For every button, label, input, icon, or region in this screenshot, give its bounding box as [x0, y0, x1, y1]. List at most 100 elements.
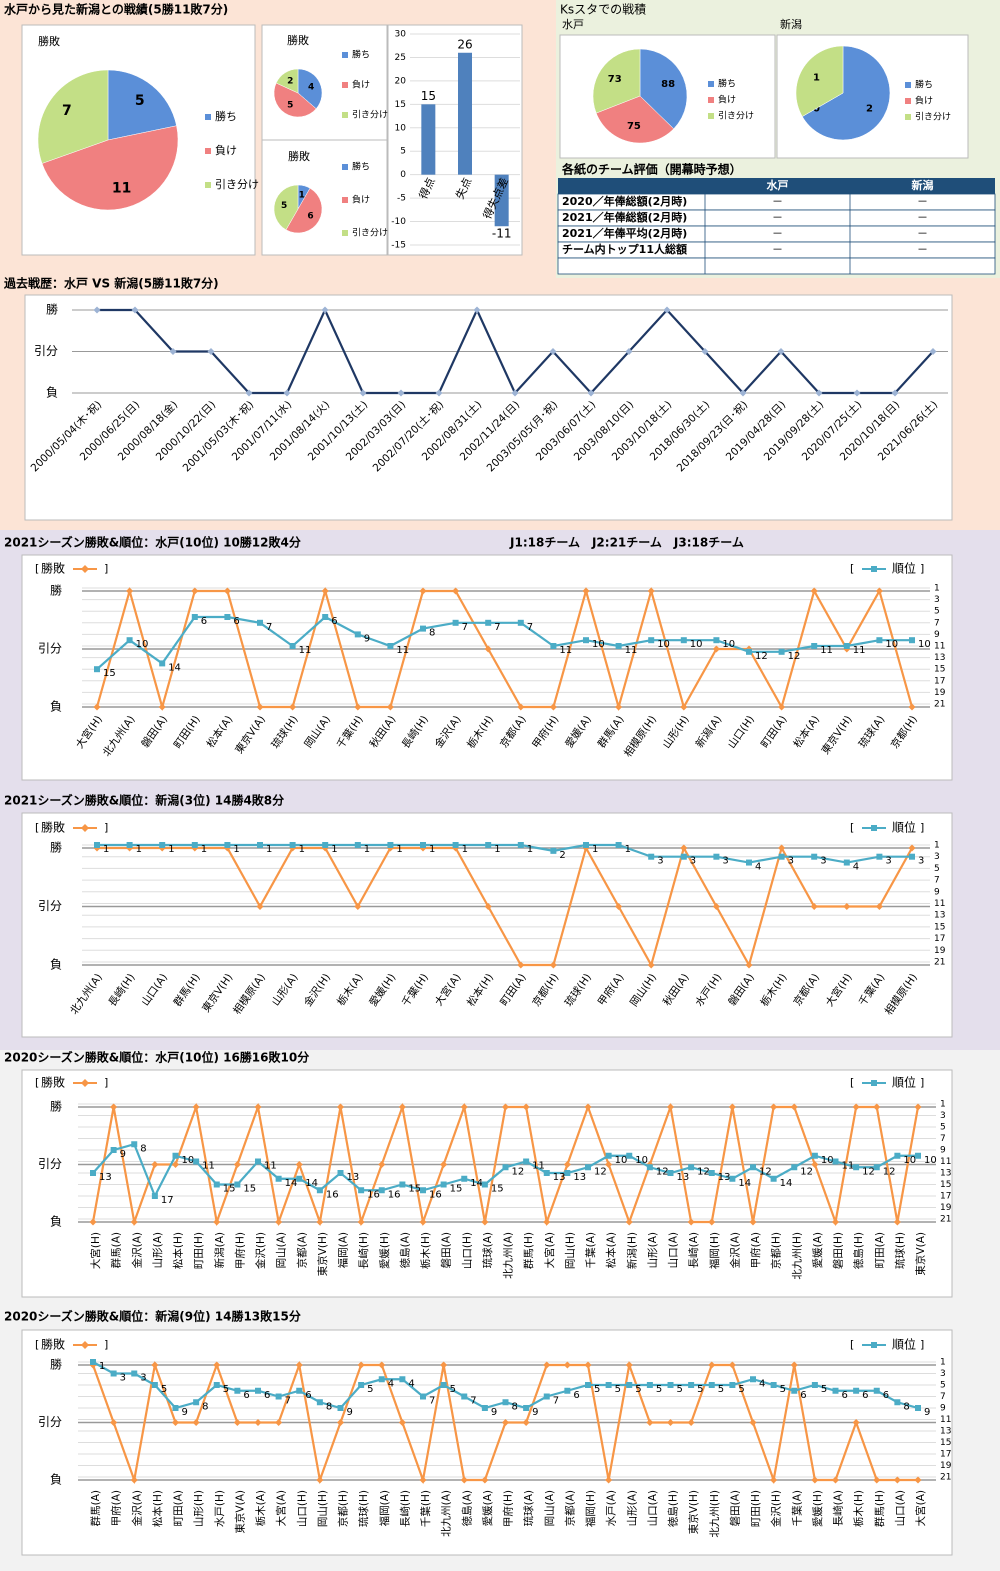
chart-title: 新潟	[780, 17, 802, 31]
legend-swatch	[205, 182, 211, 188]
marker	[151, 1361, 159, 1369]
marker	[93, 306, 101, 314]
data-label: 5	[615, 1384, 621, 1395]
marker	[875, 903, 883, 910]
y2-tick-label: 11	[940, 1157, 951, 1167]
x-tick-label: 愛媛(A)	[811, 1232, 824, 1268]
marker	[289, 643, 296, 649]
y2-tick-label: 3	[934, 595, 940, 605]
marker	[131, 1141, 138, 1148]
marker	[739, 389, 747, 397]
y2-tick-label: 17	[934, 934, 945, 944]
data-label: 15	[491, 1184, 504, 1195]
marker	[275, 1218, 283, 1226]
data-label: 12	[512, 1166, 525, 1177]
marker	[354, 842, 361, 848]
x-tick-label: 東京V(H)	[316, 1232, 329, 1276]
marker	[452, 842, 459, 848]
y-tick-label: -15	[391, 241, 406, 251]
marker	[790, 1103, 798, 1111]
x-tick-label: 山口(H)	[296, 1490, 308, 1527]
data-label: 14	[305, 1178, 318, 1189]
marker	[254, 1419, 262, 1426]
legend-marker	[871, 566, 877, 572]
marker	[583, 842, 589, 848]
legend-swatch	[342, 164, 348, 170]
marker	[893, 1218, 901, 1226]
x-tick-label: 大宮(H)	[89, 1232, 102, 1269]
data-label: 7	[494, 622, 500, 633]
marker	[126, 637, 133, 644]
y2-tick-label: 19	[934, 946, 946, 956]
y2-tick-label: 1	[934, 841, 940, 851]
x-tick-label: 甲府(H)	[502, 1490, 515, 1527]
data-label: 10	[690, 639, 703, 650]
marker	[667, 1170, 674, 1176]
data-label: 6	[883, 1390, 889, 1401]
x-tick-label: 山形(H)	[193, 1490, 205, 1527]
panel	[387, 24, 523, 256]
x-tick-label: 愛媛(H)	[811, 1490, 824, 1527]
x-tick-label: 松本(H)	[151, 1490, 164, 1527]
marker	[358, 1187, 365, 1194]
marker	[440, 1361, 448, 1369]
data-label: 7	[527, 622, 533, 633]
marker	[255, 1158, 261, 1165]
marker	[648, 853, 655, 860]
marker	[172, 1161, 179, 1168]
marker	[687, 1419, 695, 1426]
x-tick-label: 福岡(A)	[378, 1490, 391, 1526]
x-tick-label: 愛媛(A)	[481, 1490, 494, 1526]
marker	[646, 1164, 653, 1171]
x-tick-label: 愛媛(H)	[378, 1232, 391, 1269]
marker	[257, 619, 263, 626]
marker	[213, 1382, 220, 1388]
marker	[626, 1382, 633, 1388]
chart-title: 水戸	[562, 18, 584, 31]
marker	[648, 637, 655, 644]
legend-label: 勝ち	[352, 161, 370, 173]
marker	[770, 1175, 777, 1182]
legend-bracket: ]	[920, 1338, 924, 1351]
data-label: 7	[429, 1396, 435, 1407]
x-tick-label: 金沢(A)	[130, 1490, 143, 1526]
marker	[399, 1376, 406, 1383]
y2-tick-label: 15	[940, 1438, 951, 1448]
pie-slice	[297, 68, 323, 110]
x-tick-label: 群馬(A)	[110, 1232, 123, 1268]
y2-tick-label: 1	[934, 584, 940, 594]
marker	[110, 1419, 118, 1426]
x-tick-label: 大宮(A)	[914, 1490, 927, 1526]
marker	[778, 703, 786, 711]
legend-swatch	[342, 197, 348, 203]
data-label: 5	[697, 1384, 703, 1395]
marker	[93, 703, 101, 711]
data-label: 10	[615, 1155, 628, 1166]
marker	[316, 1218, 324, 1226]
marker	[440, 1181, 447, 1188]
marker	[517, 619, 524, 626]
data-label: 3	[820, 856, 826, 867]
data-label: 3	[722, 856, 728, 867]
marker	[213, 1361, 221, 1369]
marker	[770, 1103, 778, 1111]
data-label: 8	[903, 1401, 909, 1412]
y-tick-label: 25	[395, 53, 406, 63]
data-label: 10	[924, 1155, 937, 1166]
marker	[625, 348, 633, 355]
legend-swatch	[342, 52, 348, 58]
y-tick-label: 30	[395, 30, 407, 40]
x-tick-label: 松本(H)	[172, 1232, 185, 1269]
y2-tick-label: 15	[934, 922, 945, 932]
marker	[791, 1164, 798, 1171]
y-tick-label: -10	[391, 217, 406, 227]
legend-label: 順位	[892, 1337, 916, 1352]
data-label: 1	[103, 844, 109, 855]
y2-tick-label: 11	[934, 642, 945, 652]
legend-label: 勝ち	[215, 109, 237, 123]
y-tick-label: 勝	[50, 1357, 62, 1372]
marker	[169, 348, 177, 355]
marker	[549, 703, 557, 711]
marker	[90, 1359, 96, 1365]
